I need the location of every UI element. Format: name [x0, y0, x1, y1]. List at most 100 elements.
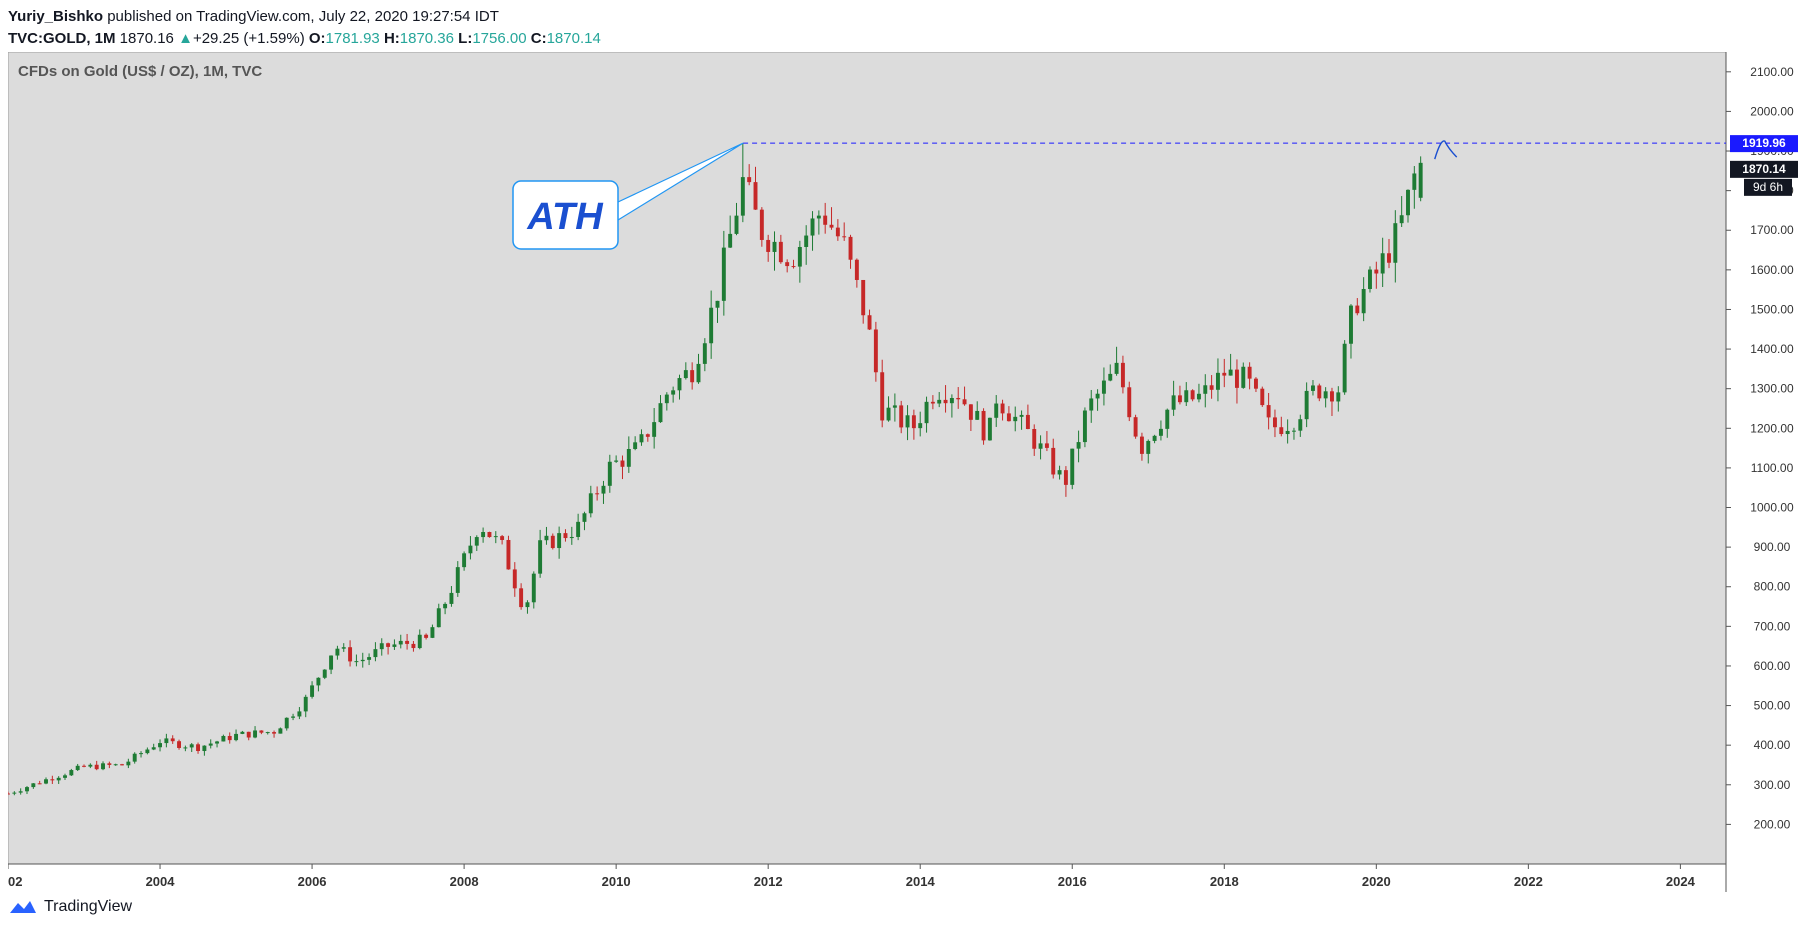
candle-body	[215, 741, 220, 744]
plot-area[interactable]	[7, 51, 1727, 865]
x-tick-label: 2010	[602, 874, 631, 889]
candle-body	[1120, 362, 1125, 388]
y-tick-label: 1000.00	[1750, 501, 1794, 515]
candle-body	[405, 640, 410, 644]
candle-body	[981, 410, 986, 441]
candle-body	[1146, 440, 1151, 454]
candle-body	[189, 744, 194, 748]
candle-body	[937, 399, 942, 404]
ohlc-line: TVC:GOLD, 1M 1870.16 ▲+29.25 (+1.59%) O:…	[8, 28, 601, 50]
candle-body	[6, 793, 10, 795]
y-tick-label: 700.00	[1754, 619, 1791, 633]
candle-body	[766, 239, 771, 252]
price-change: +29.25 (+1.59%)	[192, 30, 305, 47]
candle-body	[1253, 378, 1258, 389]
candle-body	[1342, 343, 1347, 393]
candle-body	[37, 783, 42, 785]
candle-body	[1406, 189, 1410, 216]
chart-frame[interactable]: CFDs on Gold (US$ / OZ), 1M, TVC 200.00 3…	[0, 51, 1798, 892]
candle-body	[905, 415, 910, 428]
candle-body	[696, 363, 701, 383]
candle-body	[310, 685, 315, 697]
candle-body	[1000, 403, 1005, 414]
candle-body	[1323, 391, 1328, 399]
candle-body	[791, 266, 796, 268]
candle-body	[924, 401, 929, 424]
candle-body	[227, 735, 232, 741]
candle-body	[633, 442, 638, 450]
candle-body	[1209, 385, 1214, 390]
x-tick-label: 2004	[146, 874, 176, 889]
candle-body	[550, 535, 555, 549]
candle-body	[265, 732, 270, 734]
candle-body	[772, 241, 777, 252]
candle-body	[202, 745, 207, 752]
candle-body	[582, 513, 587, 522]
candle-body	[120, 764, 124, 766]
candle-body	[690, 370, 695, 383]
candle-body	[151, 747, 156, 750]
candle-body	[892, 405, 897, 408]
candle-body	[297, 711, 302, 717]
candle-body	[1222, 372, 1227, 376]
candle-body	[835, 227, 840, 237]
candle-body	[1158, 428, 1163, 436]
candle-body	[823, 215, 828, 225]
candle-body	[683, 370, 688, 379]
candle-body	[1317, 385, 1322, 399]
ath-callout-box[interactable]	[512, 180, 619, 250]
high-value: 1870.36	[399, 30, 454, 47]
candle-body	[677, 378, 682, 391]
close-label: C:	[530, 30, 547, 47]
time-axis[interactable]: 2002 2004 2006 2008 2010 2012 2014 2016 2018 2020…	[0, 864, 1696, 889]
candle-body	[12, 792, 17, 794]
candle-body	[709, 307, 714, 344]
candle-body	[63, 775, 67, 778]
chart-title: CFDs on Gold (US$ / OZ), 1M, TVC	[18, 63, 262, 80]
high-label: H:	[383, 30, 400, 47]
chart-svg[interactable]: CFDs on Gold (US$ / OZ), 1M, TVC 200.00 3…	[0, 51, 1798, 892]
candle-body	[348, 647, 353, 662]
candle-body	[75, 765, 80, 771]
candle-body	[658, 403, 663, 423]
footer-brand[interactable]: TradingView	[8, 898, 132, 916]
ath-callout[interactable]: ATH	[512, 180, 619, 250]
candle-body	[1133, 417, 1138, 437]
candle-body	[1234, 369, 1239, 388]
candle-body	[975, 410, 980, 420]
publish-info: published on TradingView.com, July 22, 2…	[103, 8, 499, 25]
x-tick-label: 2020	[1362, 874, 1391, 889]
candle-body	[1057, 470, 1062, 475]
candle-body	[842, 236, 847, 238]
y-tick-label: 900.00	[1754, 540, 1791, 554]
candle-body	[607, 461, 612, 486]
candle-body	[1203, 385, 1208, 394]
candle-body	[525, 602, 530, 608]
last-price-text: 1870.14	[1742, 162, 1786, 176]
author-name[interactable]: Yuriy_Bishko	[8, 8, 104, 25]
candle-body	[867, 315, 872, 330]
candle-body	[715, 300, 720, 308]
open-value: 1781.93	[325, 30, 380, 47]
candle-body	[107, 763, 112, 765]
candle-body	[557, 533, 562, 549]
candle-body	[753, 182, 758, 210]
x-tick-label: 2024	[1666, 874, 1696, 889]
x-tick-label: 2006	[298, 874, 327, 889]
candle-body	[468, 545, 473, 554]
candle-body	[101, 763, 105, 770]
y-tick-label: 1100.00	[1751, 461, 1794, 475]
candle-body	[1044, 443, 1049, 448]
candle-body	[880, 372, 885, 421]
candle-body	[512, 569, 517, 589]
open-label: O:	[308, 30, 326, 47]
candle-body	[601, 485, 606, 494]
candle-body	[1368, 269, 1372, 289]
candle-body	[968, 404, 973, 420]
candle-body	[620, 460, 625, 467]
x-tick-label: 2014	[906, 874, 936, 889]
candle-body	[1412, 173, 1417, 190]
candle-body	[994, 403, 999, 418]
candle-body	[721, 247, 726, 301]
candle-body	[1089, 398, 1094, 411]
